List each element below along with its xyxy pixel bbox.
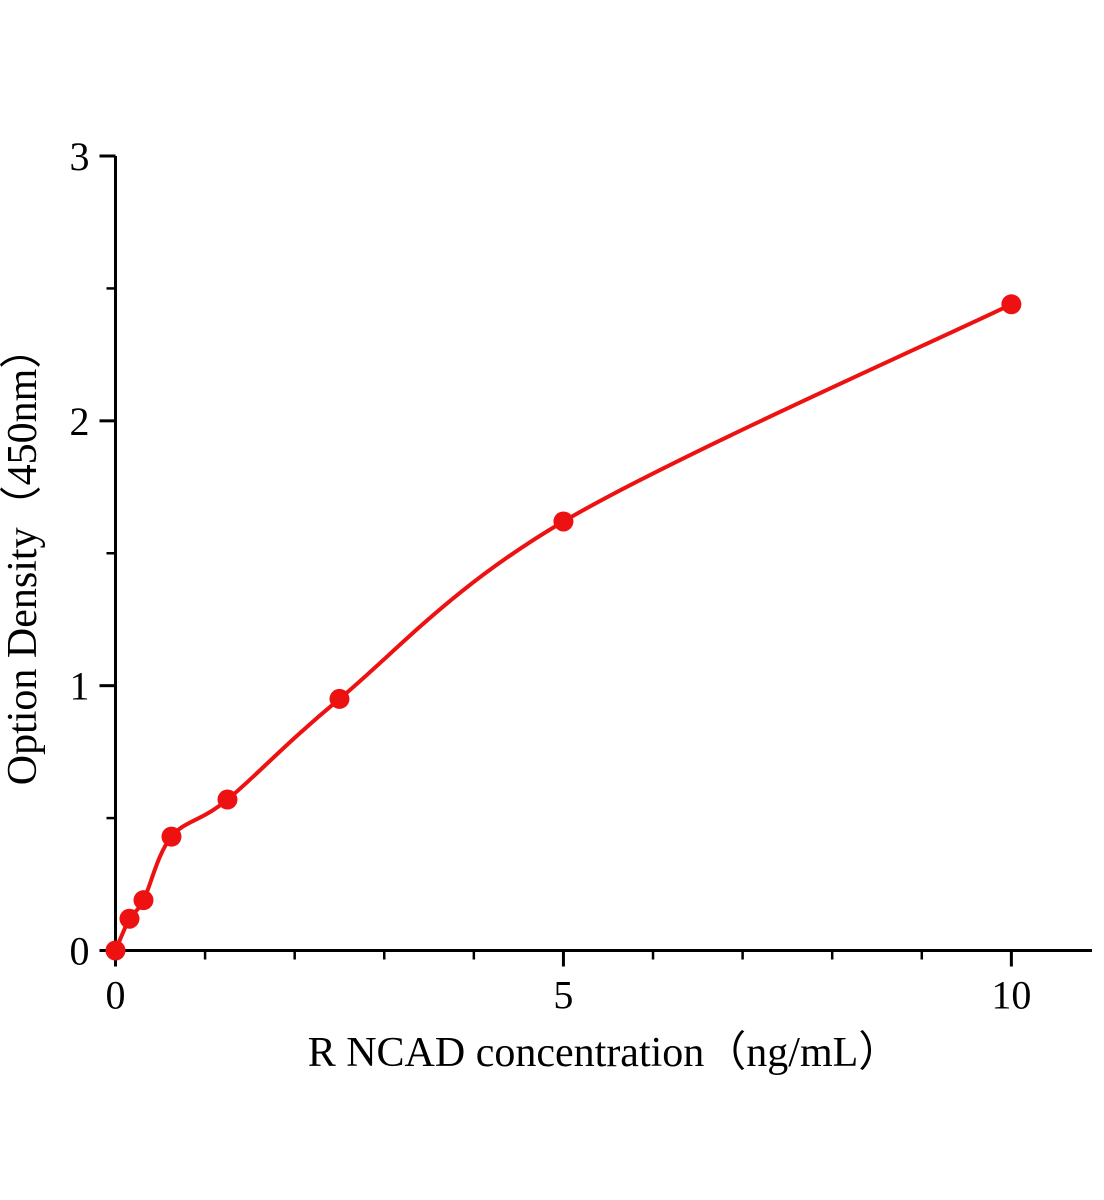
- data-point: [1001, 294, 1022, 315]
- plot-layer: 0 5 10 0 1 2 3: [70, 134, 1092, 1018]
- x-tick-label: 5: [553, 973, 573, 1018]
- data-point: [133, 890, 154, 911]
- data-point: [553, 511, 574, 532]
- y-tick-label: 0: [70, 929, 90, 974]
- fit-curve: [113, 302, 1014, 953]
- x-tick-label: 10: [991, 973, 1031, 1018]
- data-point: [217, 789, 238, 810]
- data-point: [105, 940, 126, 961]
- data-point: [329, 688, 350, 709]
- x-axis-label: R NCAD concentration（ng/mL）: [308, 1030, 901, 1076]
- data-point: [119, 908, 140, 929]
- y-tick-label: 1: [70, 664, 90, 709]
- y-tick-label: 3: [70, 134, 90, 179]
- data-point: [161, 826, 182, 847]
- y-tick-label: 2: [70, 399, 90, 444]
- x-tick-label: 0: [106, 973, 126, 1018]
- y-axis-label: Option Density（450nm）: [0, 327, 46, 786]
